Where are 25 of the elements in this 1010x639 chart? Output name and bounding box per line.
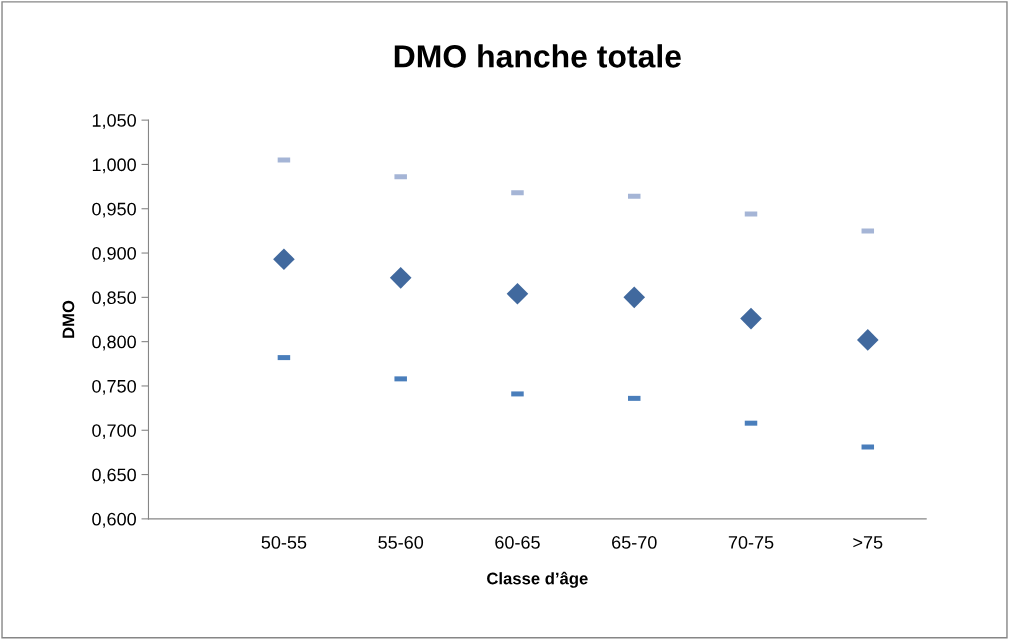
point [273,248,295,271]
chart-title: DMO hanche totale [394,44,681,68]
y-tick-label: 0,650 [92,468,136,484]
y-tick-label: 1,000 [92,158,136,174]
x-tick-label: 65-70 [612,536,657,549]
y-tick-label: 1,050 [92,114,136,129]
y-tick-label: 0,800 [92,335,136,351]
y-tick-label: 0,750 [92,379,136,395]
x-tick-label: 50-55 [261,536,307,549]
point [856,329,879,351]
y-tick-label: 0,850 [92,291,136,307]
x-tick-label: 55-60 [378,536,424,549]
point [389,267,412,289]
y-axis-title: DMO [62,300,75,338]
point [623,286,646,309]
y-tick-label: 0,600 [92,512,136,528]
y-tick-label: 0,700 [92,424,136,440]
y-tick-label: 0,950 [92,202,136,218]
x-tick-label: 70-75 [728,536,774,549]
x-tick-label: 60-65 [495,536,540,549]
point [740,307,762,330]
x-tick-label: >75 [853,536,883,549]
y-tick-label: 0,900 [92,246,136,262]
point [506,283,529,305]
x-axis-title: Classe d’âge [487,571,588,588]
